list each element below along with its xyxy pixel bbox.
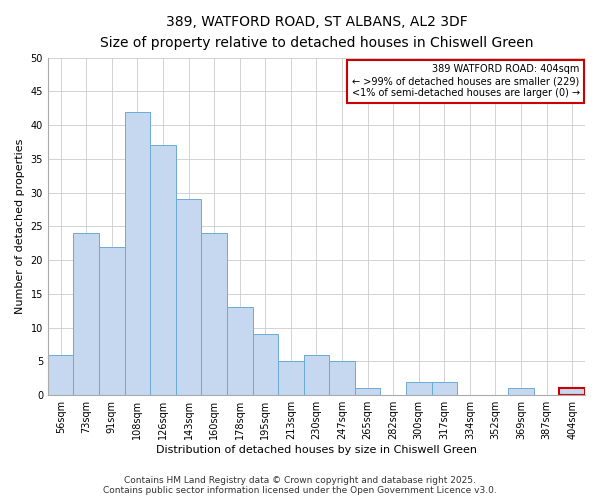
Bar (202, 233, 227, 395)
Bar (227, 308, 253, 395)
Bar (355, 388, 380, 395)
Y-axis label: Number of detached properties: Number of detached properties (15, 139, 25, 314)
X-axis label: Distribution of detached houses by size in Chiswell Green: Distribution of detached houses by size … (156, 445, 477, 455)
Title: 389, WATFORD ROAD, ST ALBANS, AL2 3DF
Size of property relative to detached hous: 389, WATFORD ROAD, ST ALBANS, AL2 3DF Si… (100, 15, 533, 50)
Bar (48, 354, 73, 395)
Bar (73, 233, 99, 395)
Bar (508, 388, 534, 395)
Bar (125, 112, 150, 395)
Bar (304, 354, 329, 395)
Bar (176, 200, 202, 395)
Bar (406, 382, 431, 395)
Bar (278, 362, 304, 395)
Bar (253, 334, 278, 395)
Bar (559, 388, 585, 395)
Bar (329, 362, 355, 395)
Text: Contains HM Land Registry data © Crown copyright and database right 2025.
Contai: Contains HM Land Registry data © Crown c… (103, 476, 497, 495)
Bar (431, 382, 457, 395)
Bar (99, 246, 125, 395)
Bar (150, 146, 176, 395)
Text: 389 WATFORD ROAD: 404sqm
← >99% of detached houses are smaller (229)
<1% of semi: 389 WATFORD ROAD: 404sqm ← >99% of detac… (352, 64, 580, 98)
